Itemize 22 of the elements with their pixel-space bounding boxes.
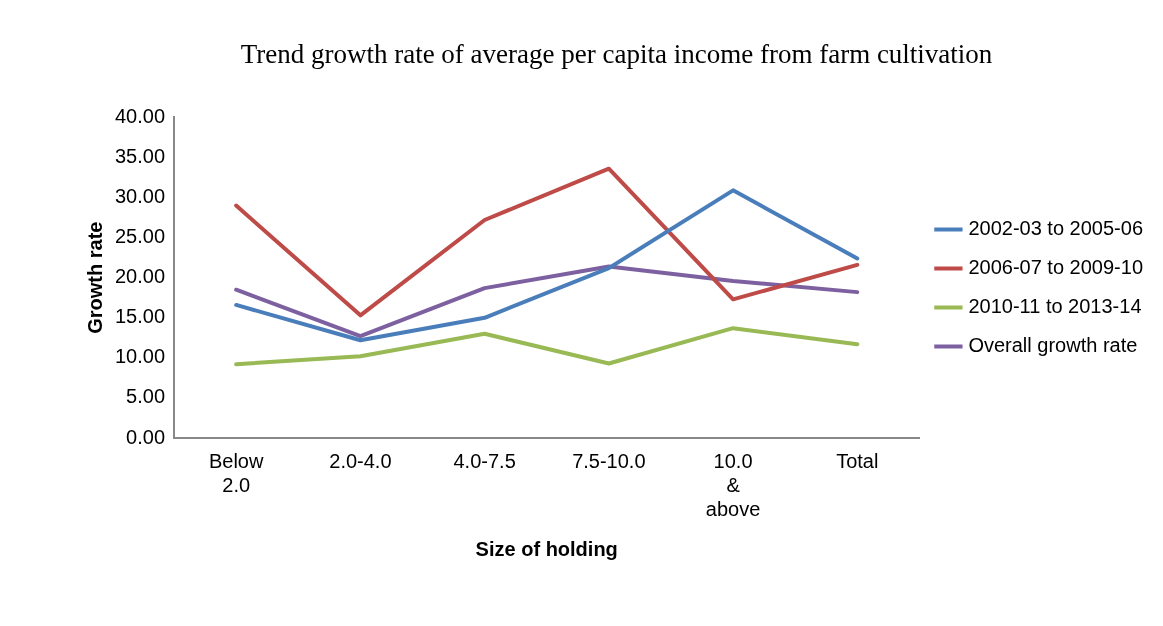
y-tick-label: 25.00 — [114, 225, 166, 248]
x-tick-label: 2.0-4.0 — [329, 449, 392, 472]
legend-label: 2006-07 to 2009-10 — [968, 256, 1143, 279]
y-tick-label: 40.00 — [114, 104, 166, 127]
legend-label: 2002-03 to 2005-06 — [968, 217, 1143, 240]
y-tick-label: 15.00 — [114, 305, 166, 328]
y-axis-title: Growth rate — [83, 221, 106, 334]
x-tick-label: Total — [836, 449, 879, 472]
legend-label: 2010-11 to 2013-14 — [968, 295, 1142, 318]
x-tick-label: 4.0-7.5 — [453, 449, 516, 472]
y-tick-label: 20.00 — [114, 265, 166, 288]
legend-label: Overall growth rate — [968, 334, 1138, 357]
x-tick-label: 10.0 & above — [705, 449, 761, 520]
chart-title: Trend growth rate of average per capita income from farm cultivation — [240, 39, 993, 70]
y-tick-label: 5.00 — [126, 385, 166, 408]
y-tick-label: 30.00 — [114, 185, 166, 208]
x-axis-title: Size of holding — [475, 537, 618, 560]
y-tick-label: 10.00 — [114, 345, 166, 368]
y-tick-label: 35.00 — [114, 144, 166, 167]
x-tick-label: 7.5-10.0 — [572, 449, 646, 472]
y-tick-label: 0.00 — [126, 425, 166, 448]
x-tick-label: Below 2.0 — [208, 449, 264, 496]
